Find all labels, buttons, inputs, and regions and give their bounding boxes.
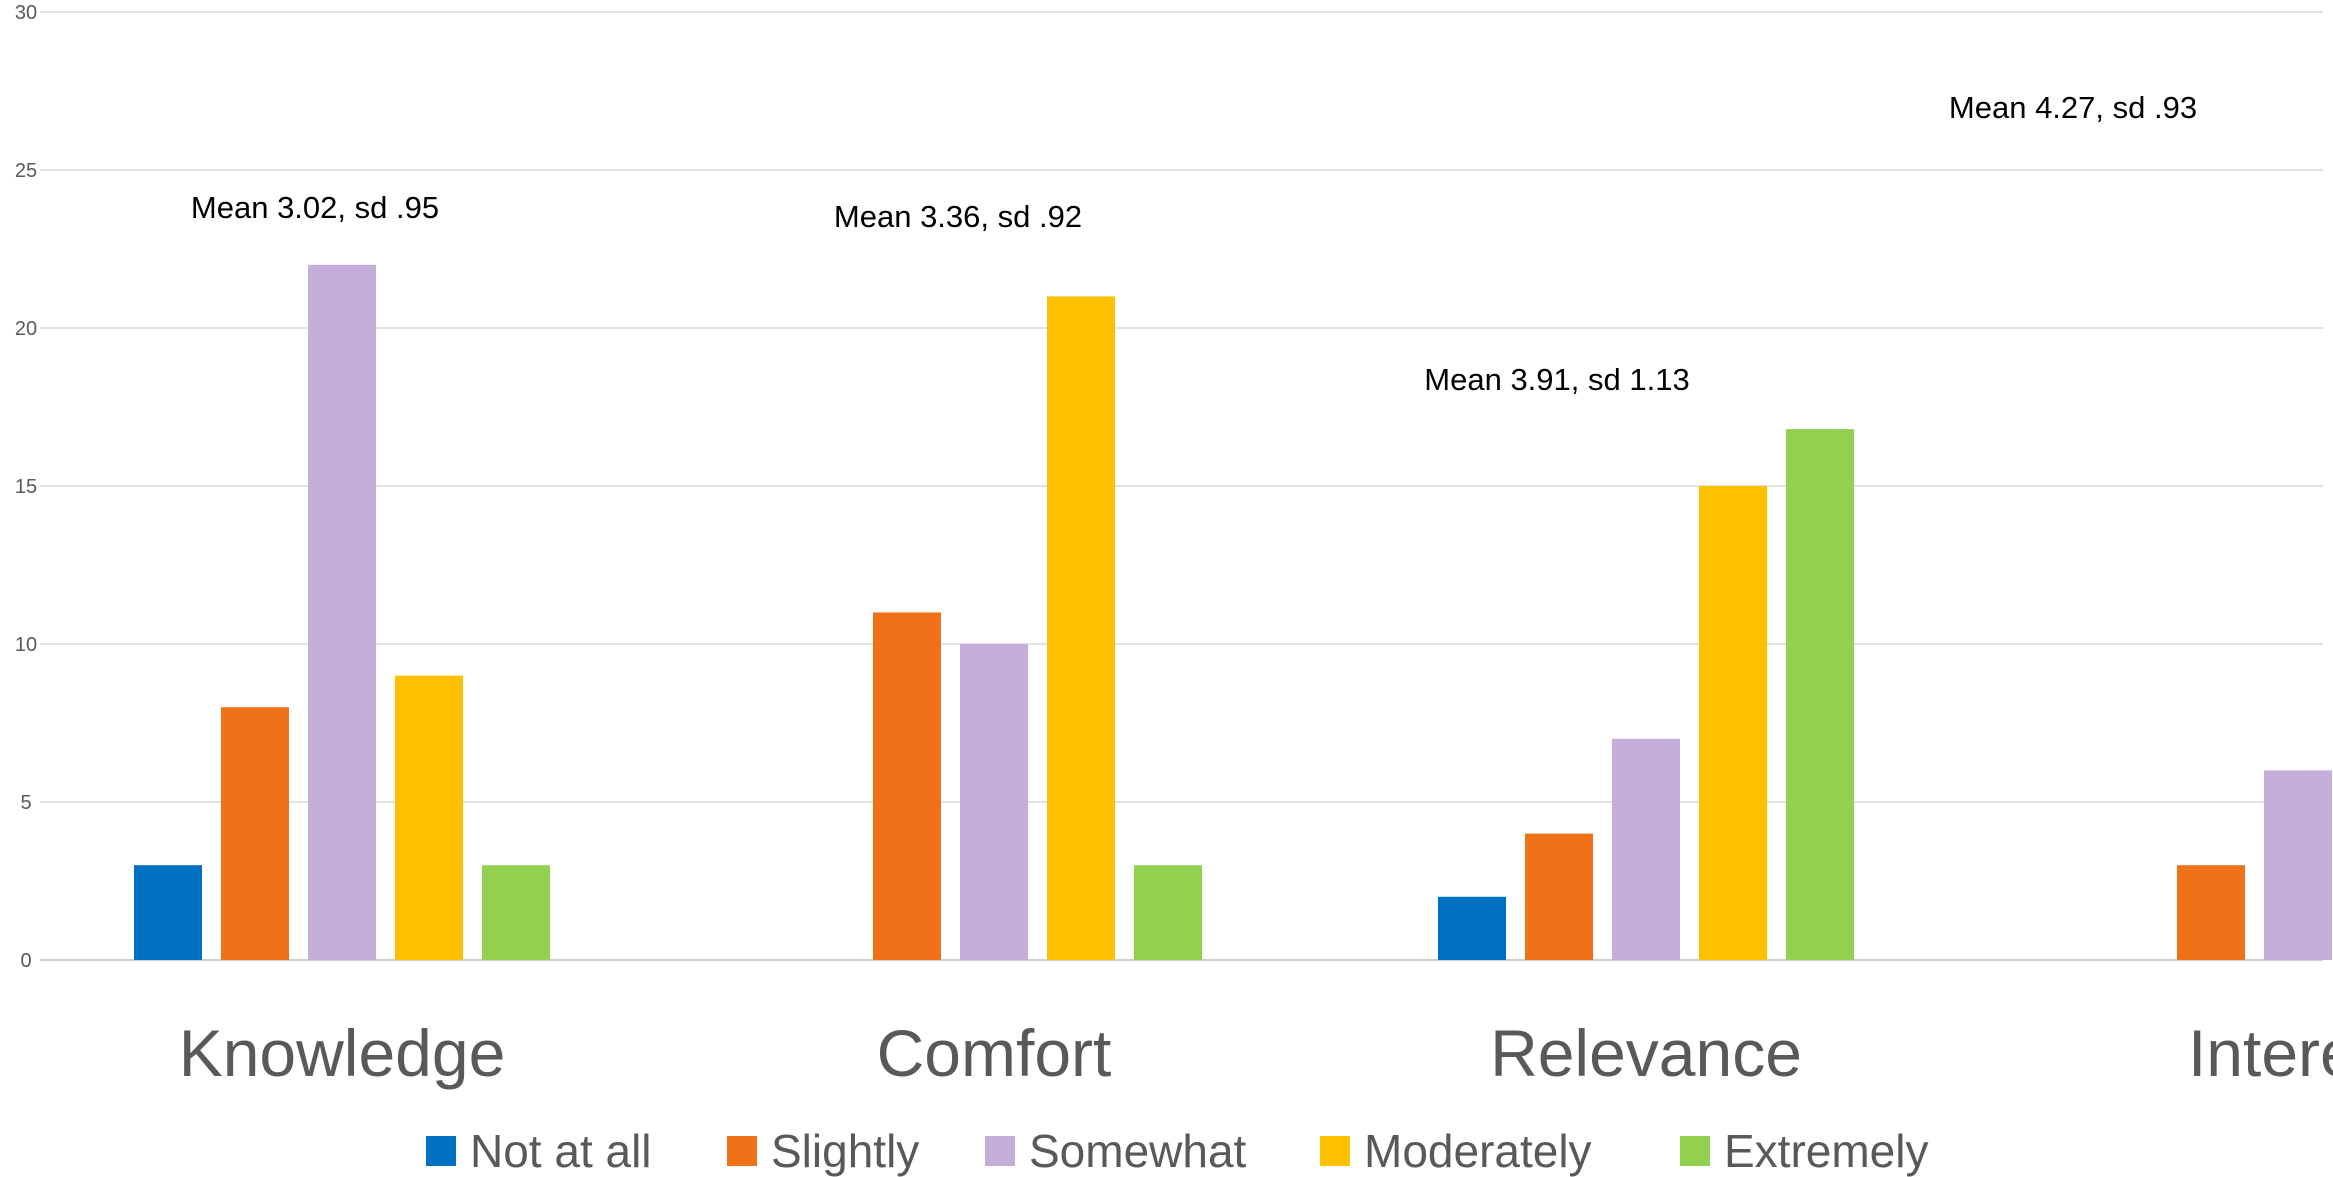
bar-knowledge-not-at-all <box>134 865 202 960</box>
category-labels: Knowledge Comfort Relevance Interest <box>179 1016 2333 1090</box>
gridlines <box>40 11 2323 961</box>
legend-swatch <box>727 1136 757 1166</box>
mean-annotation: Mean 4.27, sd .93 <box>1949 90 2197 125</box>
bar-comfort-somewhat <box>960 644 1028 960</box>
bar-interest-somewhat <box>2264 770 2332 960</box>
legend-label: Moderately <box>1364 1125 1592 1177</box>
legend-swatch <box>1680 1136 1710 1166</box>
y-tick-label: 30 <box>15 2 37 24</box>
bar-relevance-somewhat <box>1612 738 1680 960</box>
legend: Not at all Slightly Somewhat Moderately Extr… <box>426 1125 1928 1177</box>
legend-label: Somewhat <box>1029 1125 1247 1177</box>
y-tick-label: 20 <box>15 318 37 340</box>
bar-relevance-moderately <box>1699 486 1767 960</box>
mean-annotation: Mean 3.91, sd 1.13 <box>1424 362 1689 397</box>
mean-annotations: Mean 3.02, sd .95 Mean 3.36, sd .92 Mean 3… <box>191 90 2197 397</box>
legend-swatch <box>426 1136 456 1166</box>
bar-relevance-not-at-all <box>1438 896 1506 960</box>
legend-label: Slightly <box>771 1125 919 1177</box>
y-tick-label: 10 <box>15 634 37 656</box>
category-label: Comfort <box>877 1016 1112 1090</box>
category-label: Knowledge <box>179 1016 506 1090</box>
legend-label: Extremely <box>1724 1125 1928 1177</box>
bar-knowledge-slightly <box>221 707 289 960</box>
bar-comfort-extremely <box>1134 865 1202 960</box>
category-label: Interest <box>2188 1016 2333 1090</box>
category-label: Relevance <box>1490 1016 1802 1090</box>
y-tick-label: 15 <box>15 476 37 498</box>
bar-relevance-extremely <box>1786 429 1854 960</box>
bar-knowledge-somewhat <box>308 264 376 960</box>
legend-swatch <box>985 1136 1015 1166</box>
bar-knowledge-moderately <box>395 675 463 960</box>
legend-label: Not at all <box>470 1125 652 1177</box>
y-axis-ticks: 0 5 10 15 20 25 30 <box>15 2 37 972</box>
bars <box>134 264 2332 960</box>
y-tick-label: 5 <box>20 792 31 814</box>
bar-comfort-slightly <box>873 612 941 960</box>
bar-interest-slightly <box>2177 865 2245 960</box>
bar-knowledge-extremely <box>482 865 550 960</box>
y-tick-label: 0 <box>20 950 31 972</box>
bar-comfort-moderately <box>1047 296 1115 960</box>
mean-annotation: Mean 3.02, sd .95 <box>191 190 439 225</box>
bar-relevance-slightly <box>1525 833 1593 960</box>
y-tick-label: 25 <box>15 160 37 182</box>
mean-annotation: Mean 3.36, sd .92 <box>834 199 1082 234</box>
legend-swatch <box>1320 1136 1350 1166</box>
